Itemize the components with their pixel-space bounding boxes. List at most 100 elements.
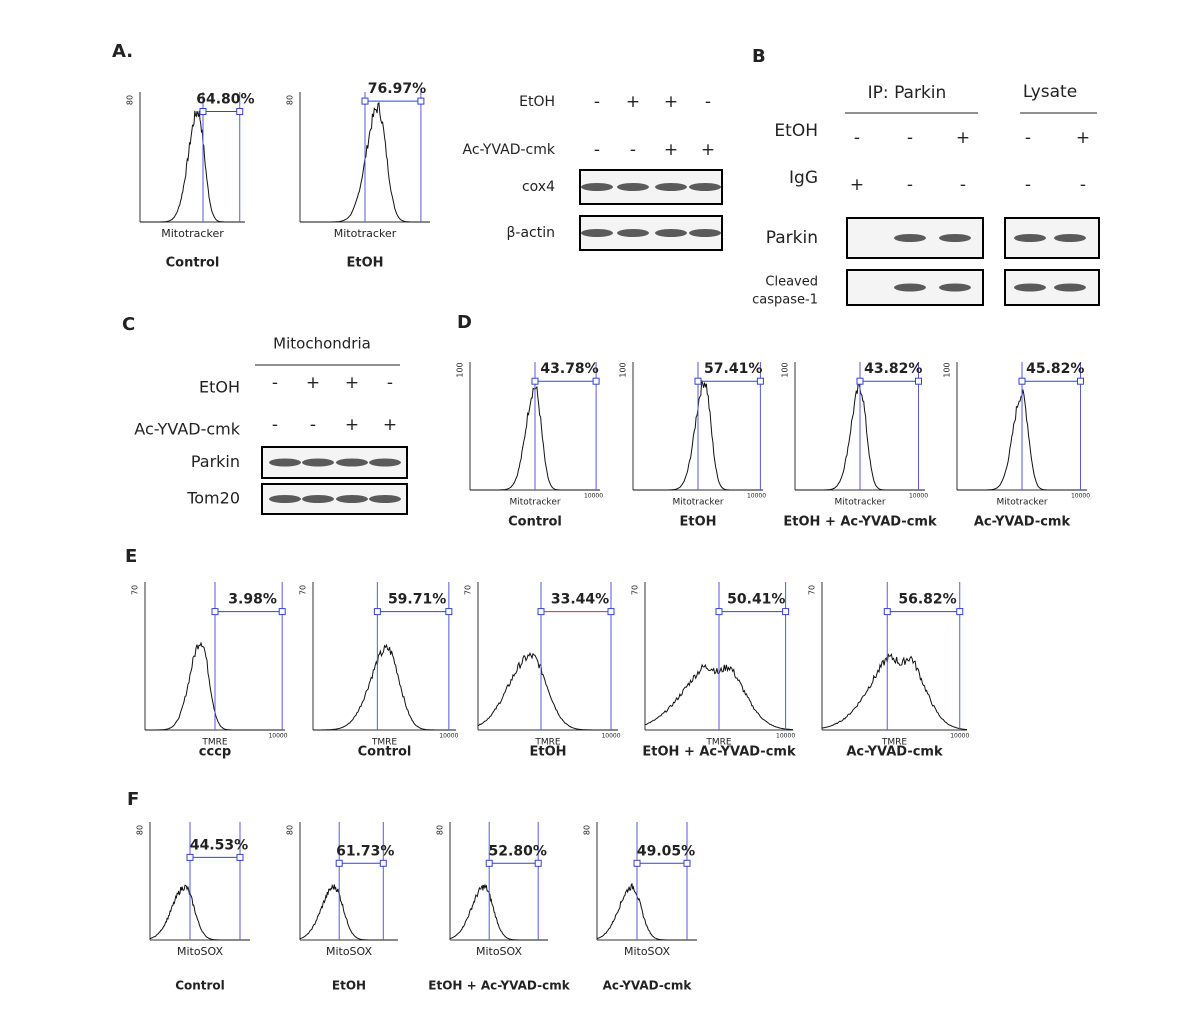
sign: + xyxy=(626,92,640,112)
gate-handle xyxy=(278,608,286,616)
x-tick-label: 10000 xyxy=(439,733,458,740)
caption: EtOH + Ac-YVAD-cmk xyxy=(428,979,570,993)
gate-handle xyxy=(485,859,493,867)
group-label: Mitochondria xyxy=(273,335,371,353)
sign: - xyxy=(907,175,913,195)
y-tick-label: 100 xyxy=(619,362,628,377)
x-tick-label: 10000 xyxy=(584,493,603,500)
band-label: Parkin xyxy=(766,228,818,248)
gate-handle xyxy=(683,859,691,867)
group-label: Lysate xyxy=(1023,82,1077,102)
blot-band xyxy=(302,495,334,503)
blot-band xyxy=(369,458,401,467)
caption: EtOH + Ac-YVAD-cmk xyxy=(642,745,796,760)
x-axis-label: Mitotracker xyxy=(509,498,560,508)
sign: + xyxy=(345,373,359,393)
band-label: caspase-1 xyxy=(752,293,818,308)
sign: + xyxy=(956,128,970,148)
x-axis-label: MitoSOX xyxy=(476,945,523,958)
blot-band xyxy=(939,234,971,242)
gate-handle xyxy=(186,853,194,861)
sign: - xyxy=(594,92,600,112)
gate-handle xyxy=(373,608,381,616)
gate-handle xyxy=(782,608,790,616)
sign: + xyxy=(701,140,715,160)
band-label: Cleaved xyxy=(765,275,818,290)
x-axis-label: Mitotracker xyxy=(996,498,1047,508)
sign: + xyxy=(664,92,678,112)
gate-handle xyxy=(1018,377,1026,385)
sign: + xyxy=(850,175,864,195)
gate-handle xyxy=(361,97,369,105)
gate-handle xyxy=(534,859,542,867)
histogram-curve xyxy=(140,110,245,223)
band-label: cox4 xyxy=(522,179,555,195)
x-axis-label: Mitotracker xyxy=(334,227,397,240)
panel-label: C xyxy=(122,314,135,335)
blot-band xyxy=(689,183,721,191)
blot-band xyxy=(655,229,687,237)
gate-handle xyxy=(236,108,244,115)
gate-label: 49.05% xyxy=(637,843,695,859)
x-tick-label: 10000 xyxy=(776,733,795,740)
blot-band xyxy=(336,495,368,503)
sign: - xyxy=(1025,128,1031,148)
gate-label: 33.44% xyxy=(551,592,609,608)
blot-band xyxy=(689,229,721,237)
sign: - xyxy=(310,415,316,435)
sign: - xyxy=(272,415,278,435)
gate-handle xyxy=(335,859,343,867)
y-tick-label: 80 xyxy=(286,95,295,105)
x-axis-label: TMRE xyxy=(534,738,561,748)
sign: - xyxy=(960,175,966,195)
gate-handle xyxy=(236,853,244,861)
y-tick-label: 70 xyxy=(464,585,473,595)
gate-handle xyxy=(537,608,545,616)
y-tick-label: 70 xyxy=(299,585,308,595)
band-label: Tom20 xyxy=(186,489,240,508)
histogram-curve xyxy=(313,643,456,731)
gate-handle xyxy=(715,608,723,616)
gate-handle xyxy=(956,608,964,616)
x-tick-label: 10000 xyxy=(1071,493,1090,500)
caption: EtOH xyxy=(529,745,566,760)
panel-label: F xyxy=(127,789,139,810)
x-axis-label: TMRE xyxy=(881,738,908,748)
histogram-curve xyxy=(477,652,618,731)
x-tick-label: 10000 xyxy=(268,733,287,740)
row-label: EtOH xyxy=(199,378,240,397)
sign: - xyxy=(1080,175,1086,195)
x-axis-label: Mitotracker xyxy=(672,498,723,508)
caption: Ac-YVAD-cmk xyxy=(846,745,943,760)
gate-handle xyxy=(445,608,453,616)
x-axis-label: Mitotracker xyxy=(161,227,224,240)
x-axis-label: TMRE xyxy=(371,738,398,748)
blot-band xyxy=(1014,283,1046,292)
histogram-curve xyxy=(449,883,548,941)
y-tick-label: 100 xyxy=(456,362,465,377)
band-label: β-actin xyxy=(506,225,555,241)
histogram-curve xyxy=(149,884,250,941)
row-label: EtOH xyxy=(774,121,818,141)
gate-label: 57.41% xyxy=(704,361,762,377)
blot-band xyxy=(894,283,926,292)
caption: Control xyxy=(508,515,562,530)
gate-label: 76.97% xyxy=(368,81,426,97)
gate-label: 52.80% xyxy=(489,843,547,859)
x-axis-label: Mitotracker xyxy=(834,498,885,508)
gate-handle xyxy=(531,377,539,385)
blot-band xyxy=(1054,283,1086,292)
x-axis-label: MitoSOX xyxy=(326,945,373,958)
blot-band xyxy=(581,183,613,191)
gate-label: 44.53% xyxy=(190,837,248,853)
blot-band xyxy=(269,495,301,503)
row-label: EtOH xyxy=(519,94,555,110)
blot-band xyxy=(939,283,971,292)
x-axis-label: TMRE xyxy=(201,738,228,748)
gate-handle xyxy=(883,608,891,616)
caption: Control xyxy=(358,745,412,760)
gate-handle xyxy=(1077,377,1084,385)
blot-band xyxy=(1014,234,1046,242)
x-tick-label: 10000 xyxy=(950,733,969,740)
